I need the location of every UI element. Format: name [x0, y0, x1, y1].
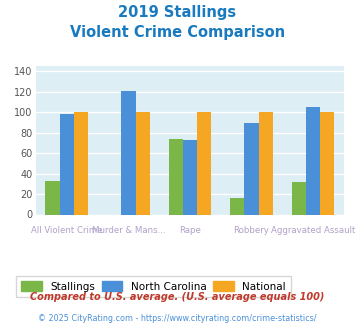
Text: 2019 Stallings: 2019 Stallings: [119, 5, 236, 20]
Bar: [230, 198, 244, 214]
Bar: [45, 181, 60, 214]
Bar: [169, 139, 183, 214]
Bar: [136, 112, 150, 214]
Bar: [197, 112, 211, 214]
Legend: Stallings, North Carolina, National: Stallings, North Carolina, National: [16, 276, 291, 297]
Text: Compared to U.S. average. (U.S. average equals 100): Compared to U.S. average. (U.S. average …: [30, 292, 325, 302]
Bar: [244, 123, 258, 214]
Text: Violent Crime Comparison: Violent Crime Comparison: [70, 25, 285, 40]
Bar: [320, 112, 334, 214]
Bar: [291, 182, 306, 214]
Text: Murder & Mans...: Murder & Mans...: [92, 226, 165, 235]
Bar: [121, 90, 136, 214]
Text: © 2025 CityRating.com - https://www.cityrating.com/crime-statistics/: © 2025 CityRating.com - https://www.city…: [38, 314, 317, 323]
Text: Rape: Rape: [179, 226, 201, 235]
Bar: [183, 140, 197, 214]
Bar: [60, 114, 74, 214]
Bar: [258, 112, 273, 214]
Text: Robbery: Robbery: [234, 226, 269, 235]
Text: Aggravated Assault: Aggravated Assault: [271, 226, 355, 235]
Bar: [306, 107, 320, 214]
Text: All Violent Crime: All Violent Crime: [31, 226, 103, 235]
Bar: [74, 112, 88, 214]
